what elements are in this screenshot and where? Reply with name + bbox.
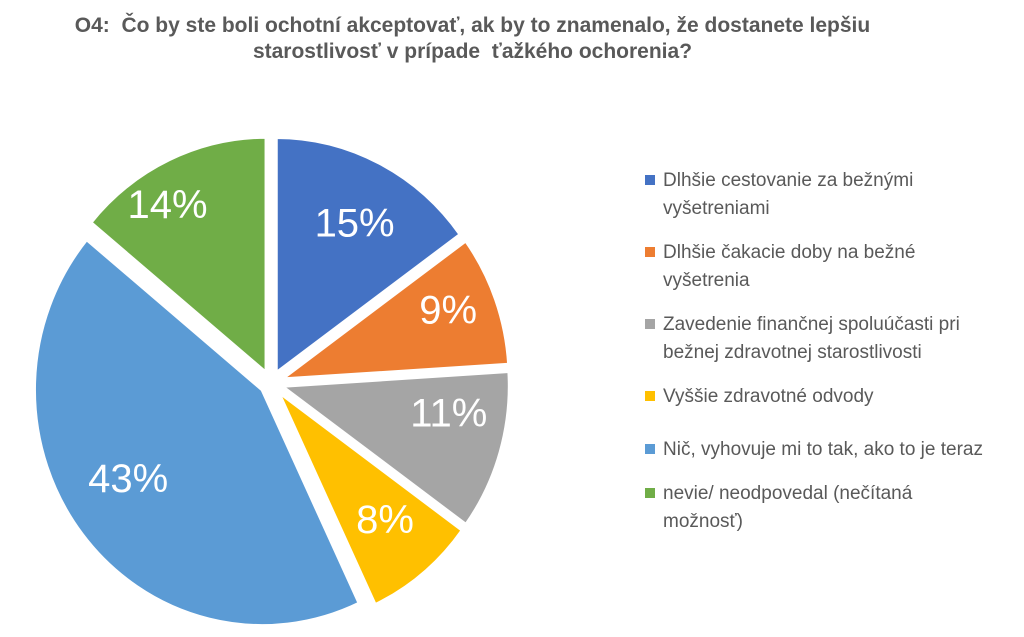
legend-item: nevie/ neodpovedal (nečítaná možnosť) [645,480,990,536]
chart-title-line2: starostlivosť v prípade ťažkého ochoreni… [252,40,693,63]
chart-title-line1: O4: Čo by ste boli ochotní akceptovať, a… [74,14,871,37]
legend-color-swatch [645,444,655,454]
legend-item: Dlhšie cestovanie za bežnými vyšetreniam… [645,167,990,223]
legend-item-label: nevie/ neodpovedal (nečítaná možnosť) [663,483,913,532]
pie-slice-4 [32,237,362,628]
pie-slice-value-label-0: 15% [315,202,395,246]
legend-item: Dlhšie čakacie doby na bežné vyšetrenia [645,239,990,295]
pie-slice-value-label-2: 11% [410,392,487,436]
pie-slice-3 [276,389,465,607]
pie-slice-value-label-1: 9% [419,288,477,332]
legend-item-label: Dlhšie cestovanie za bežnými vyšetreniam… [663,170,914,219]
legend-item-label: Nič, vyhovuje mi to tak, ako to je teraz [663,439,983,460]
legend-color-swatch [645,488,655,498]
legend-item-label: Vyššie zdravotné odvody [663,386,874,407]
pie-slice-2 [279,369,512,527]
pie-slice-0 [274,135,463,375]
legend-color-swatch [645,391,655,401]
pie-slice-value-label-3: 8% [356,498,414,542]
legend-color-swatch [645,319,655,329]
legend-item-label: Dlhšie čakacie doby na bežné vyšetrenia [663,242,916,291]
pie-slice-value-label-4: 43% [88,457,168,501]
pie-slice-5 [88,135,269,375]
legend: Dlhšie cestovanie za bežnými vyšetreniam… [645,167,990,552]
chart-title: O4: Čo by ste boli ochotní akceptovať, a… [0,13,945,65]
legend-item: Zavedenie finančnej spoluúčasti pri bežn… [645,311,990,367]
legend-item: Vyššie zdravotné odvody [645,383,990,411]
legend-color-swatch [645,247,655,257]
pie-slice-1 [279,238,511,382]
legend-color-swatch [645,175,655,185]
legend-item-label: Zavedenie finančnej spoluúčasti pri bežn… [663,314,960,363]
legend-item: Nič, vyhovuje mi to tak, ako to je teraz [645,436,990,464]
pie-slice-value-label-5: 14% [127,183,207,227]
